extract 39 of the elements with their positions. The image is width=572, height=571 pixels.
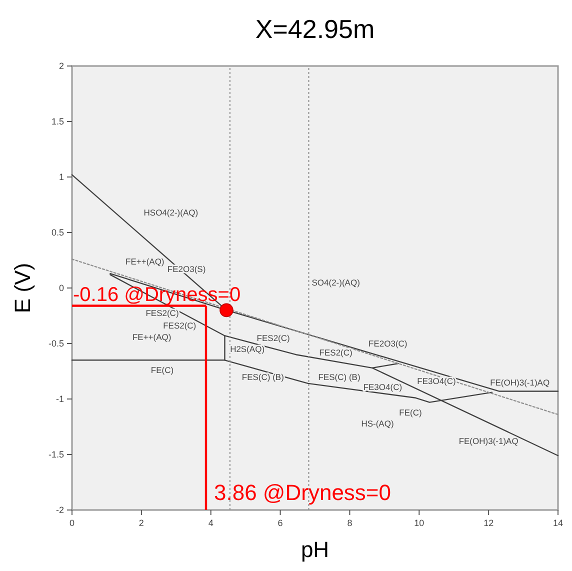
x-tick-label: 14: [552, 518, 564, 528]
annotation: FE(OH)3(-1)AQ: [458, 436, 519, 446]
y-axis-title: E (V): [10, 262, 35, 314]
annotation: FE3O4(C): [363, 382, 402, 392]
annotation: FE++(AQ): [126, 256, 164, 266]
x-tick-label: 12: [484, 518, 494, 528]
annotation: FES(C) (B): [318, 372, 360, 382]
annotation: FES2(C): [256, 332, 290, 343]
annotation: SO4(2-)(AQ): [312, 277, 360, 288]
x-tick-label: 6: [278, 518, 283, 528]
x-tick-label: 10: [414, 518, 424, 528]
y-tick-label: -2: [56, 505, 64, 516]
annotation: FE++(AQ): [132, 332, 172, 342]
annotation: FES2(C): [163, 320, 196, 331]
y-tick-label: -0.5: [48, 338, 64, 349]
annotation: FE(C): [150, 365, 174, 376]
y-tick-label: 2: [58, 61, 64, 72]
y-tick-label: 0.5: [51, 228, 64, 238]
annotation: FE(OH)3(-1)AQ: [490, 377, 550, 388]
annotation: FES2(C): [319, 347, 353, 358]
x-tick-label: 2: [138, 518, 144, 528]
annotation: FES2(C): [146, 308, 179, 318]
annotation: FE(C): [399, 407, 422, 418]
y-tick-label: 0: [58, 283, 64, 294]
x-tick-label: 8: [347, 518, 352, 528]
annotation: FE2O3(C): [368, 338, 408, 348]
x-axis-title: pH: [300, 537, 330, 562]
chart-title: X=42.95m: [255, 14, 375, 44]
y-tick-label: -1: [56, 394, 64, 404]
ref-line-label: 3.86 @Dryness=0: [214, 480, 392, 505]
annotation: H2S(AQ): [230, 344, 265, 354]
annotation: FE3O4(C): [417, 376, 456, 386]
y-tick-label: -1.5: [48, 450, 64, 460]
annotation: HS-(AQ): [361, 418, 394, 428]
x-tick-label: 4: [208, 518, 214, 528]
y-tick-label: 1: [58, 172, 64, 182]
annotation: HSO4(2-)(AQ): [144, 207, 198, 218]
y-tick-label: 1.5: [51, 116, 64, 127]
x-tick-label: 0: [69, 518, 75, 528]
